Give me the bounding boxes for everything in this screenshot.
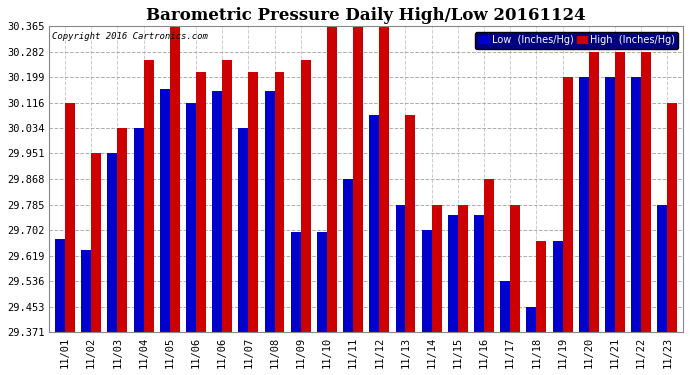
Bar (81, 250, 91, 332)
Bar (170, 26, 179, 332)
Bar (108, 153, 117, 332)
Bar (605, 77, 615, 332)
Bar (343, 179, 353, 332)
Bar (641, 52, 651, 332)
Bar (631, 77, 641, 332)
Bar (448, 215, 458, 332)
Bar (144, 60, 154, 332)
Bar (160, 89, 170, 332)
Bar (484, 179, 494, 332)
Bar (500, 281, 510, 332)
Bar (667, 103, 678, 332)
Bar (238, 128, 248, 332)
Bar (327, 26, 337, 332)
Bar (264, 91, 275, 332)
Bar (196, 72, 206, 332)
Bar (562, 77, 573, 332)
Bar (458, 205, 468, 332)
Bar (248, 72, 258, 332)
Bar (510, 205, 520, 332)
Bar (579, 77, 589, 332)
Text: Copyright 2016 Cartronics.com: Copyright 2016 Cartronics.com (52, 32, 208, 40)
Bar (369, 115, 380, 332)
Bar (186, 103, 196, 332)
Bar (275, 72, 284, 332)
Title: Barometric Pressure Daily High/Low 20161124: Barometric Pressure Daily High/Low 20161… (146, 7, 586, 24)
Bar (290, 232, 301, 332)
Bar (117, 128, 128, 332)
Bar (526, 307, 536, 332)
Bar (432, 205, 442, 332)
Bar (474, 215, 484, 332)
Bar (589, 52, 599, 332)
Bar (553, 241, 562, 332)
Legend: Low  (Inches/Hg), High  (Inches/Hg): Low (Inches/Hg), High (Inches/Hg) (475, 32, 678, 49)
Bar (301, 60, 310, 332)
Bar (422, 230, 432, 332)
Bar (91, 153, 101, 332)
Bar (134, 128, 144, 332)
Bar (615, 52, 625, 332)
Bar (213, 91, 222, 332)
Bar (658, 205, 667, 332)
Bar (222, 60, 232, 332)
Bar (65, 103, 75, 332)
Bar (55, 239, 65, 332)
Bar (380, 26, 389, 332)
Bar (395, 205, 406, 332)
Bar (536, 241, 546, 332)
Bar (406, 115, 415, 332)
Bar (353, 26, 363, 332)
Bar (317, 232, 327, 332)
